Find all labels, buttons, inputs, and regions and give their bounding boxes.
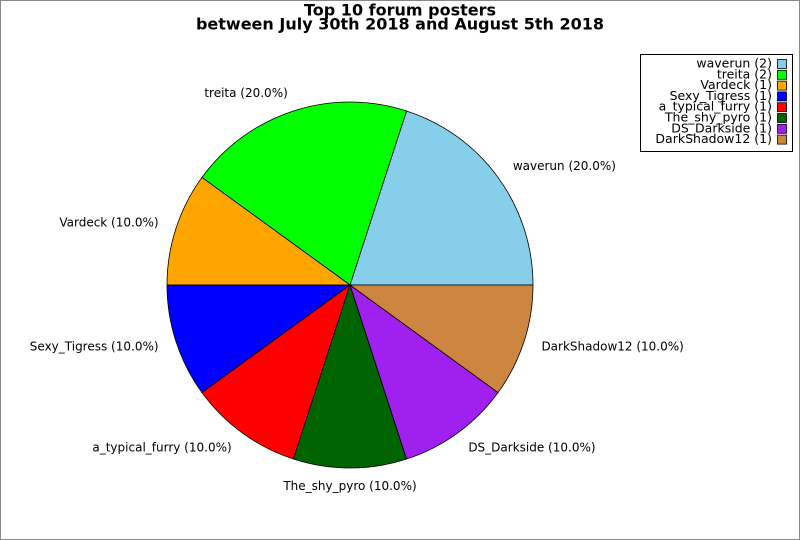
slice-label: waverun (20.0%) bbox=[513, 159, 616, 173]
pie-slice bbox=[166, 176, 352, 286]
slice-label: treita (20.0%) bbox=[204, 86, 287, 100]
legend-label: a_typical_furry (1) bbox=[659, 99, 772, 114]
pie-slice bbox=[349, 283, 499, 460]
slice-label: a_typical_furry (10.0%) bbox=[92, 440, 231, 454]
legend-box bbox=[640, 54, 793, 152]
pie-slice bbox=[201, 101, 408, 286]
slice-label: DS_Darkside (10.0%) bbox=[468, 440, 595, 454]
slice-label: Vardeck (10.0%) bbox=[59, 215, 158, 229]
legend-swatch bbox=[777, 134, 787, 145]
chart-title: Top 10 forum posters bbox=[304, 1, 496, 20]
chart-subtitle: between July 30th 2018 and August 5th 20… bbox=[196, 15, 604, 34]
pie-slice bbox=[348, 284, 534, 394]
legend-label: treita (2) bbox=[717, 66, 772, 81]
legend-swatch bbox=[777, 80, 787, 91]
legend-swatch bbox=[777, 69, 787, 80]
pie-slice bbox=[349, 110, 534, 286]
legend-swatch bbox=[777, 102, 787, 113]
legend-label: Vardeck (1) bbox=[700, 77, 772, 92]
slice-label: Sexy_Tigress (10.0%) bbox=[30, 340, 159, 354]
pie-slice bbox=[166, 284, 352, 394]
legend-swatch bbox=[777, 59, 787, 69]
legend-swatch bbox=[777, 91, 787, 102]
legend-label: DS_Darkside (1) bbox=[671, 120, 772, 135]
legend-label: Sexy_Tigress (1) bbox=[670, 88, 772, 103]
legend-swatch bbox=[777, 123, 787, 134]
legend-label: DarkShadow12 (1) bbox=[655, 131, 772, 146]
legend-label: The_shy_pyro (1) bbox=[664, 110, 772, 125]
pie-slice bbox=[201, 283, 351, 460]
pie-slice bbox=[292, 283, 408, 469]
slice-label: The_shy_pyro (10.0%) bbox=[282, 479, 416, 493]
legend-swatch bbox=[777, 113, 787, 123]
legend-label: waverun (2) bbox=[696, 56, 772, 71]
slice-label: DarkShadow12 (10.0%) bbox=[541, 340, 683, 354]
